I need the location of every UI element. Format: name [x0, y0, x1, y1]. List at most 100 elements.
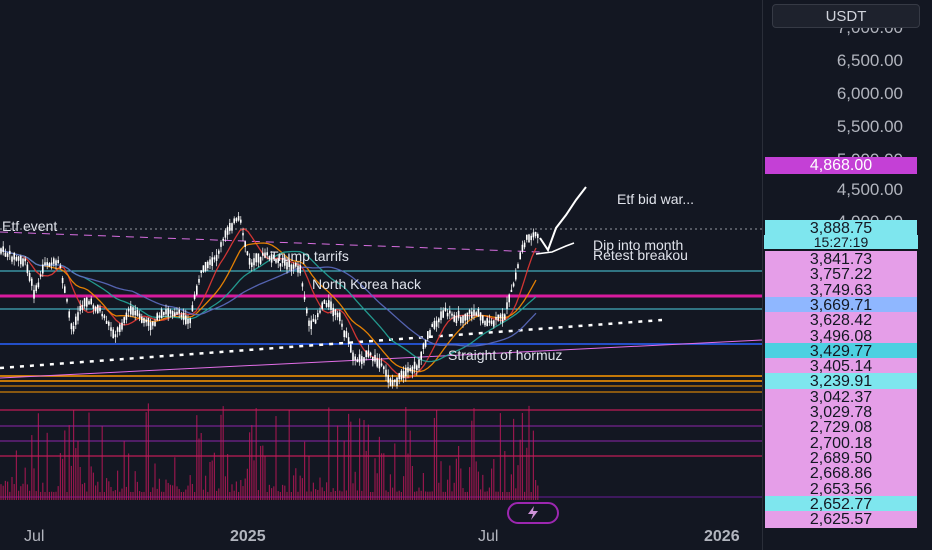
time-scale[interactable]: Jul 2025 Jul 2026: [0, 526, 762, 550]
candle-body: [24, 258, 26, 262]
volume-bar: [110, 486, 112, 500]
currency-selector[interactable]: USDT: [772, 4, 920, 28]
candle-body: [48, 263, 51, 267]
candle-body: [275, 258, 277, 263]
candle-body: [385, 369, 387, 377]
volume-bar: [449, 465, 451, 500]
candle-body: [196, 285, 198, 295]
volume-bar: [29, 490, 31, 500]
price-scale[interactable]: 7,000.00 6,500.00 6,000.00 5,500.00 5,00…: [762, 0, 932, 550]
candle-body: [284, 257, 286, 266]
volume-bar: [392, 487, 394, 500]
volume-bar: [372, 491, 374, 500]
volume-bar: [81, 484, 83, 500]
volume-bar: [508, 491, 510, 500]
candle-body: [391, 380, 394, 386]
volume-bar: [150, 491, 152, 500]
volume-bar: [154, 463, 156, 500]
volume-bar: [97, 481, 99, 500]
volume-bar: [55, 491, 57, 500]
volume-bar: [469, 467, 471, 500]
candle-body: [90, 298, 92, 305]
volume-bar: [249, 432, 251, 500]
volume-bar: [387, 491, 389, 500]
volume-bar: [42, 482, 44, 500]
volume-bar: [407, 453, 409, 500]
price-tag: 3,239.91: [765, 373, 917, 391]
volume-bar: [378, 436, 380, 500]
volume-bar: [293, 475, 295, 500]
candle-body: [152, 321, 154, 326]
volume-bar: [504, 451, 506, 500]
candle-body: [92, 305, 95, 309]
candle-body: [130, 306, 132, 315]
volume-bar: [128, 453, 130, 500]
volume-bar: [317, 490, 319, 500]
candle-body: [330, 301, 332, 310]
candle-body: [231, 223, 233, 231]
volume-bar: [213, 452, 215, 500]
annotation-retest: Retest breakou: [593, 247, 688, 263]
candle-body: [145, 319, 147, 323]
volume-bar: [264, 456, 266, 500]
volume-bar: [339, 490, 341, 500]
volume-bar: [310, 491, 312, 500]
candle-body: [345, 331, 348, 338]
candle-body: [244, 241, 246, 247]
volume-bar: [427, 491, 429, 500]
price-chart[interactable]: [0, 0, 762, 526]
volume-bar: [284, 485, 286, 500]
candle-body: [211, 257, 213, 266]
candle-body: [171, 310, 174, 317]
candle-body: [46, 262, 48, 266]
candle-body: [101, 313, 103, 317]
volume-bar: [11, 477, 13, 500]
volume-bar: [31, 435, 33, 500]
candle-body: [79, 305, 81, 312]
candle-body: [255, 253, 257, 263]
volume-bar: [321, 487, 323, 500]
candle-body: [209, 259, 211, 265]
replay-button[interactable]: [507, 502, 559, 524]
volume-bar: [440, 461, 442, 500]
volume-bar: [229, 491, 231, 500]
candle-body: [242, 232, 244, 236]
candle-body: [112, 329, 114, 339]
candle-body: [97, 304, 99, 314]
annotation-trump-tarrifs: Trump tarrifs: [270, 248, 349, 264]
candle-body: [354, 356, 356, 361]
volume-bar: [418, 487, 420, 500]
volume-bar: [15, 450, 17, 500]
candle-body: [438, 318, 440, 323]
volume-bar: [33, 468, 35, 500]
chart-pane[interactable]: Etf event Trump tarrifs North Korea hack…: [0, 0, 762, 550]
volume-bar: [79, 467, 81, 500]
candle-body: [343, 330, 345, 338]
price-tag: 2,729.08: [765, 419, 917, 437]
volume-bar: [414, 491, 416, 500]
candle-body: [460, 317, 462, 323]
volume-bar: [117, 470, 119, 500]
volume-bar: [308, 456, 310, 500]
candle-body: [132, 307, 134, 316]
candle-body: [215, 254, 218, 261]
volume-bar: [130, 491, 132, 500]
volume-bar: [315, 489, 317, 500]
candle-body: [134, 310, 136, 316]
volume-bar: [260, 445, 262, 500]
volume-bar: [143, 491, 145, 500]
candle-body: [422, 343, 425, 349]
volume-bar: [442, 491, 444, 500]
candle-body: [532, 232, 535, 238]
candle-body: [37, 282, 40, 288]
candle-body: [13, 252, 15, 260]
volume-bar: [352, 483, 354, 500]
candle-body: [248, 258, 251, 265]
volume-bar: [185, 489, 187, 500]
volume-bar: [44, 491, 46, 500]
volume-bar: [288, 410, 290, 500]
volume-bar: [51, 491, 53, 500]
candle-body: [224, 230, 227, 238]
candle-body: [310, 320, 312, 330]
candle-body: [314, 319, 317, 324]
